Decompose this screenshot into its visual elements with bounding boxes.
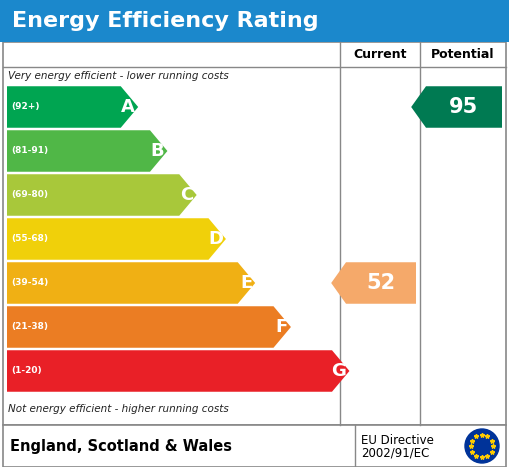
Text: (21-38): (21-38): [11, 323, 48, 332]
Text: 52: 52: [366, 273, 395, 293]
Text: England, Scotland & Wales: England, Scotland & Wales: [10, 439, 232, 453]
Text: F: F: [276, 318, 288, 336]
Bar: [3, 42, 506, 425]
Polygon shape: [411, 86, 502, 128]
Text: (69-80): (69-80): [11, 191, 48, 199]
Text: E: E: [240, 274, 252, 292]
Text: C: C: [180, 186, 194, 204]
Bar: [0, 0, 509, 42]
Text: Current: Current: [353, 48, 407, 61]
Text: B: B: [151, 142, 164, 160]
Text: D: D: [208, 230, 223, 248]
Text: Very energy efficient - lower running costs: Very energy efficient - lower running co…: [8, 71, 229, 81]
Text: A: A: [121, 98, 135, 116]
Text: 95: 95: [449, 97, 478, 117]
Text: 2002/91/EC: 2002/91/EC: [361, 446, 430, 460]
Text: Not energy efficient - higher running costs: Not energy efficient - higher running co…: [8, 404, 229, 414]
Text: Potential: Potential: [431, 48, 495, 61]
Polygon shape: [7, 218, 226, 260]
Circle shape: [465, 429, 499, 463]
Text: (55-68): (55-68): [11, 234, 48, 243]
Polygon shape: [7, 174, 196, 216]
Text: G: G: [331, 362, 347, 380]
Text: (1-20): (1-20): [11, 367, 42, 375]
Text: (92+): (92+): [11, 102, 40, 112]
Polygon shape: [7, 306, 291, 348]
Polygon shape: [7, 130, 167, 172]
Text: Energy Efficiency Rating: Energy Efficiency Rating: [12, 11, 319, 31]
Polygon shape: [7, 86, 138, 128]
Text: (81-91): (81-91): [11, 147, 48, 156]
Text: (39-54): (39-54): [11, 278, 48, 288]
Polygon shape: [7, 262, 255, 304]
Text: EU Directive: EU Directive: [361, 434, 434, 447]
Bar: [3, 425, 506, 467]
Polygon shape: [331, 262, 416, 304]
Polygon shape: [7, 350, 350, 392]
